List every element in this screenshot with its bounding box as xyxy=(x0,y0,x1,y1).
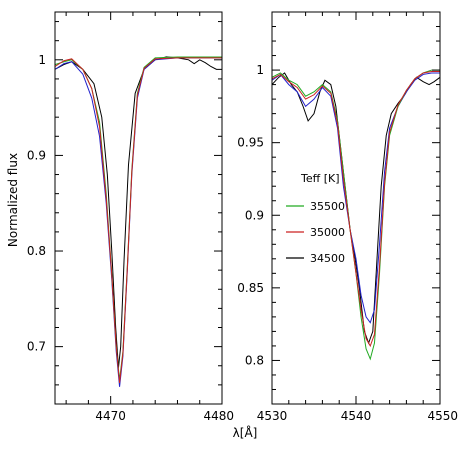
series-line-left-0 xyxy=(54,56,222,368)
x-tick-label: 4550 xyxy=(427,409,458,423)
plot-frame-right xyxy=(271,11,441,405)
legend-title: Teff [K] xyxy=(300,172,340,185)
y-tick-label: 0.85 xyxy=(237,281,264,295)
y-tick-label: 0.9 xyxy=(27,148,46,162)
y-tick-label: 0.95 xyxy=(237,136,264,150)
x-tick-label: 4470 xyxy=(95,409,126,423)
panel-right: 0.8 0.85 0.9 0.95 1 4530 4540 4550 Teff [K] 35500… xyxy=(237,11,458,423)
x-axis-label: λ[Å] xyxy=(233,425,258,440)
y-tick-label: 0.8 xyxy=(245,353,264,367)
series-line-left-2 xyxy=(54,56,222,381)
series-line-left-1 xyxy=(54,57,222,387)
plot-frame-left xyxy=(54,11,223,405)
x-tick-label: 4480 xyxy=(203,409,234,423)
y-tick-label: 1 xyxy=(38,53,46,67)
panel-left: 0.7 0.8 0.9 1 4470 4480 xyxy=(27,11,234,423)
legend: Teff [K] 35500 35000 34500 xyxy=(286,172,345,265)
x-tick-label: 4540 xyxy=(341,409,372,423)
x-tick-label: 4530 xyxy=(257,409,288,423)
y-axis-label: Normalized flux xyxy=(6,153,20,247)
series-line-left-3 xyxy=(54,57,222,384)
series-line-right-2 xyxy=(271,69,440,361)
legend-label: 35000 xyxy=(310,226,345,239)
series-line-right-1 xyxy=(271,72,440,324)
y-tick-label: 1 xyxy=(256,63,264,77)
y-tick-label: 0.7 xyxy=(27,340,46,354)
legend-label: 35500 xyxy=(310,200,345,213)
series-line-right-0 xyxy=(271,72,441,345)
y-tick-label: 0.9 xyxy=(245,208,264,222)
series-line-right-3 xyxy=(271,71,440,348)
y-tick-label: 0.8 xyxy=(27,244,46,258)
legend-label: 34500 xyxy=(310,252,345,265)
